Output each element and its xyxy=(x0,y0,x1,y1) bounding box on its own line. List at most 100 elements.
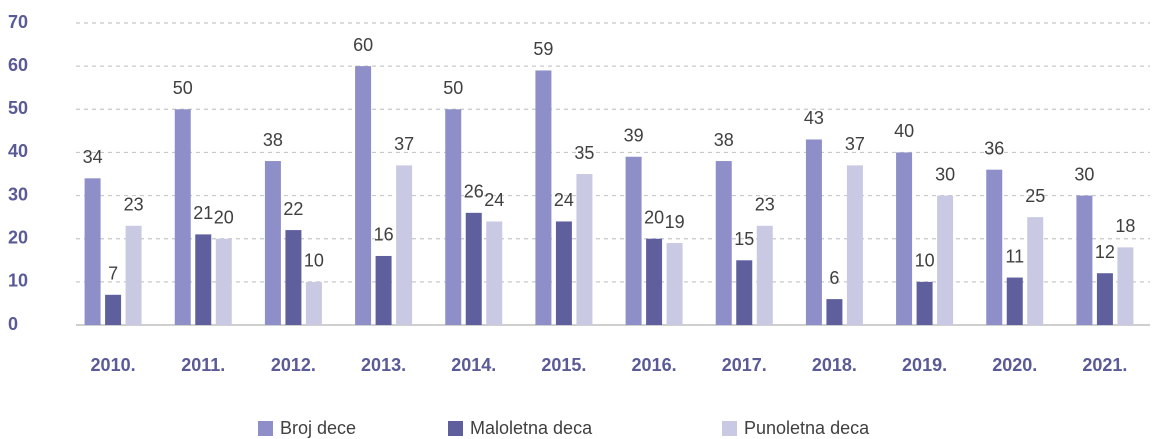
x-tick-label: 2017. xyxy=(722,355,767,375)
x-tick-label: 2010. xyxy=(91,355,136,375)
data-label: 37 xyxy=(394,134,414,154)
bar xyxy=(625,156,642,325)
data-label: 36 xyxy=(984,138,1004,158)
legend-swatch xyxy=(722,421,737,436)
y-tick-label: 40 xyxy=(8,141,28,161)
data-label: 34 xyxy=(83,147,103,167)
y-tick-label: 0 xyxy=(8,314,18,334)
bar xyxy=(555,221,572,325)
data-label: 40 xyxy=(894,121,914,141)
legend-swatch xyxy=(448,421,463,436)
bar xyxy=(305,281,322,325)
bar xyxy=(396,165,413,325)
data-label: 23 xyxy=(124,195,144,215)
data-label: 21 xyxy=(193,203,213,223)
y-tick-label: 20 xyxy=(8,227,28,247)
bar xyxy=(195,234,212,325)
legend-label: Maloletna deca xyxy=(470,418,593,438)
data-label: 6 xyxy=(829,268,839,288)
bar xyxy=(1096,273,1113,325)
data-label: 60 xyxy=(353,35,373,55)
bar xyxy=(896,152,913,325)
x-tick-label: 2013. xyxy=(361,355,406,375)
data-label: 24 xyxy=(484,190,504,210)
bar xyxy=(756,225,773,325)
bar xyxy=(285,230,302,325)
bar xyxy=(826,299,843,325)
data-label: 38 xyxy=(263,130,283,150)
data-label: 19 xyxy=(665,212,685,232)
bar xyxy=(1027,217,1044,325)
data-label: 16 xyxy=(374,225,394,245)
bar xyxy=(646,238,663,325)
bar xyxy=(1076,195,1093,325)
bar xyxy=(535,70,552,325)
bar xyxy=(1117,247,1134,325)
data-label: 10 xyxy=(915,251,935,271)
bar xyxy=(846,165,863,325)
data-label: 12 xyxy=(1095,242,1115,262)
bar xyxy=(174,109,191,326)
data-label: 37 xyxy=(845,134,865,154)
bar xyxy=(355,66,372,326)
bar xyxy=(125,225,142,325)
data-label: 50 xyxy=(443,78,463,98)
data-label: 38 xyxy=(714,130,734,150)
data-label: 30 xyxy=(935,164,955,184)
data-label: 11 xyxy=(1005,246,1024,266)
bar xyxy=(666,243,683,325)
x-tick-label: 2018. xyxy=(812,355,857,375)
data-label: 43 xyxy=(804,108,824,128)
data-label: 26 xyxy=(464,182,484,202)
y-tick-label: 60 xyxy=(8,55,28,75)
bar xyxy=(736,260,753,325)
x-tick-label: 2012. xyxy=(271,355,316,375)
data-label: 18 xyxy=(1115,216,1135,236)
bar xyxy=(486,221,503,325)
data-label: 50 xyxy=(173,78,193,98)
bar xyxy=(937,195,954,325)
x-tick-label: 2019. xyxy=(902,355,947,375)
bar xyxy=(264,161,281,325)
bar xyxy=(916,281,933,325)
data-label: 25 xyxy=(1025,186,1045,206)
bar xyxy=(465,212,482,325)
data-label: 35 xyxy=(574,143,594,163)
y-tick-label: 50 xyxy=(8,98,28,118)
bar xyxy=(715,161,732,325)
y-tick-label: 70 xyxy=(8,12,28,32)
data-label: 7 xyxy=(108,264,118,284)
data-label: 23 xyxy=(755,195,775,215)
bar xyxy=(805,139,822,325)
bar xyxy=(445,109,462,326)
bar xyxy=(576,174,593,325)
bar xyxy=(84,178,101,325)
bar xyxy=(215,238,232,325)
y-tick-label: 30 xyxy=(8,184,28,204)
x-tick-label: 2016. xyxy=(632,355,677,375)
data-label: 15 xyxy=(734,229,754,249)
data-label: 20 xyxy=(644,207,664,227)
data-label: 22 xyxy=(283,199,303,219)
data-label: 10 xyxy=(304,251,324,271)
bar xyxy=(986,169,1003,325)
bar xyxy=(375,255,392,325)
data-label: 59 xyxy=(533,39,553,59)
legend-swatch xyxy=(258,421,273,436)
data-label: 39 xyxy=(624,125,644,145)
data-label: 24 xyxy=(554,190,574,210)
legend-label: Broj dece xyxy=(280,418,356,438)
x-tick-label: 2011. xyxy=(181,355,225,375)
x-tick-label: 2021. xyxy=(1082,355,1127,375)
x-tick-label: 2020. xyxy=(992,355,1037,375)
data-label: 30 xyxy=(1074,164,1094,184)
y-tick-label: 10 xyxy=(8,271,28,291)
data-label: 20 xyxy=(214,207,234,227)
legend-label: Punoletna deca xyxy=(744,418,870,438)
x-tick-label: 2015. xyxy=(541,355,586,375)
bar xyxy=(105,294,122,325)
x-tick-label: 2014. xyxy=(451,355,496,375)
bar xyxy=(1006,277,1023,325)
